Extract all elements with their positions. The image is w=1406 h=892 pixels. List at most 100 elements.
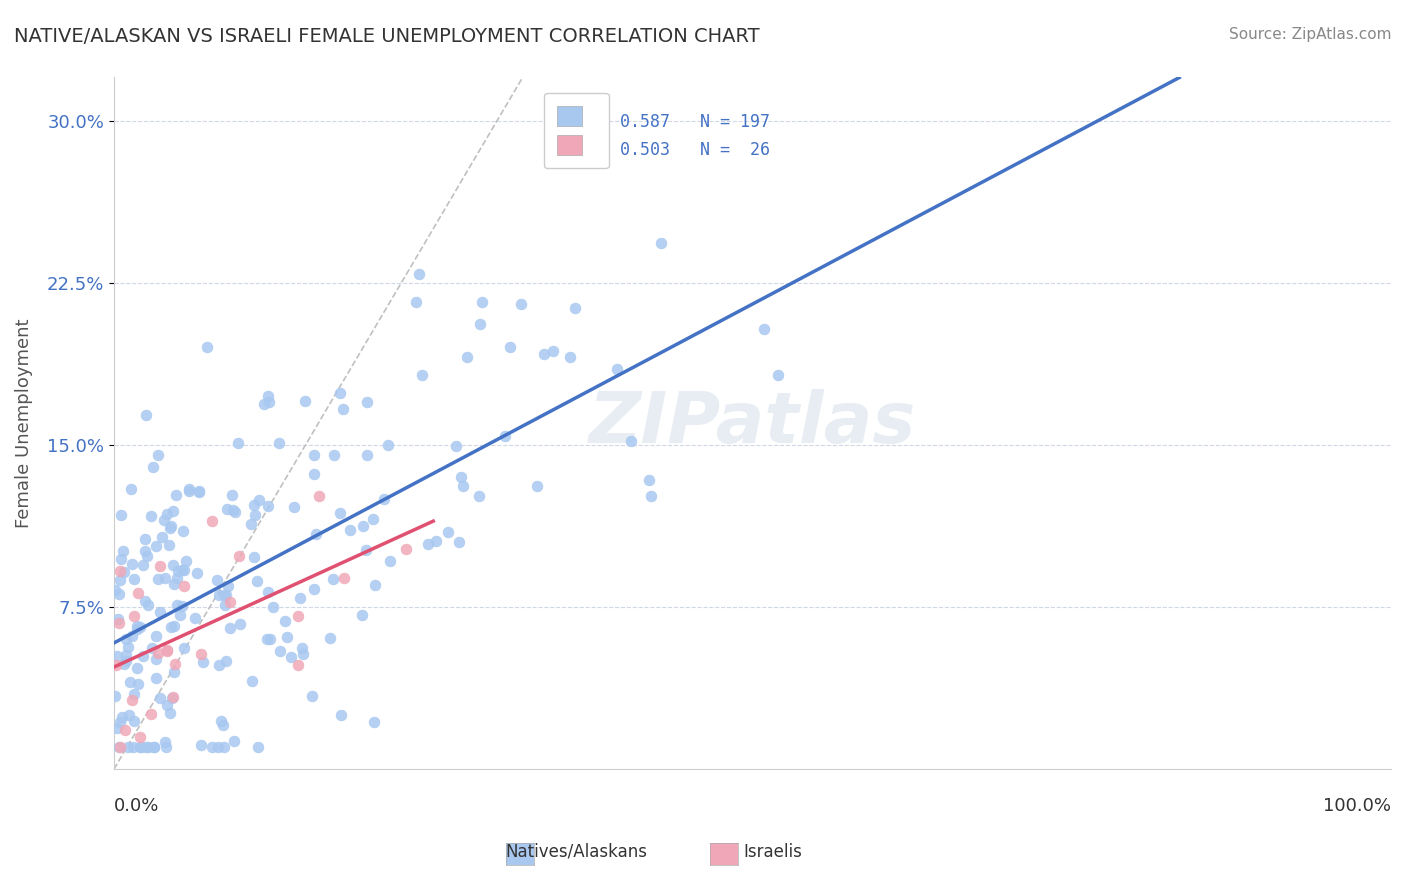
Point	[471, 295, 494, 310]
Point	[259, 632, 281, 647]
Point	[115, 648, 138, 662]
Point	[256, 632, 278, 646]
Point	[108, 715, 131, 730]
Point	[134, 593, 156, 607]
Point	[105, 649, 128, 664]
Point	[766, 368, 789, 382]
Point	[280, 650, 302, 665]
Point	[212, 740, 235, 755]
Point	[135, 408, 157, 422]
Point	[257, 394, 280, 409]
Text: Israelis: Israelis	[744, 843, 803, 861]
Point	[165, 488, 187, 502]
Point	[121, 692, 143, 706]
Point	[353, 519, 375, 533]
Point	[205, 573, 228, 587]
Point	[373, 491, 395, 506]
Point	[291, 641, 314, 656]
Point	[159, 706, 181, 720]
Point	[437, 524, 460, 539]
Point	[533, 347, 555, 361]
Point	[155, 740, 177, 755]
Point	[364, 578, 387, 592]
Point	[117, 740, 139, 755]
Point	[499, 340, 522, 354]
Point	[104, 690, 127, 704]
Point	[108, 740, 131, 755]
Point	[361, 512, 384, 526]
Point	[166, 599, 188, 613]
Point	[131, 648, 153, 663]
Point	[122, 572, 145, 586]
Point	[329, 506, 352, 520]
Point	[160, 519, 183, 533]
Point	[308, 489, 330, 503]
Point	[356, 395, 378, 409]
Point	[108, 740, 131, 755]
Point	[134, 543, 156, 558]
Point	[377, 438, 399, 452]
Point	[256, 585, 278, 599]
Point	[224, 505, 246, 519]
Point	[173, 579, 195, 593]
Point	[110, 508, 132, 522]
Point	[132, 558, 155, 572]
Point	[149, 558, 172, 573]
Point	[169, 608, 191, 623]
Point	[127, 677, 149, 691]
Point	[247, 740, 270, 755]
Point	[149, 605, 172, 619]
Point	[129, 740, 152, 755]
Point	[162, 558, 184, 573]
Point	[451, 479, 474, 493]
Point	[110, 573, 132, 587]
Point	[288, 591, 311, 605]
Point	[139, 509, 162, 524]
Point	[214, 598, 236, 612]
Point	[117, 640, 139, 655]
Point	[201, 740, 224, 755]
Point	[134, 532, 156, 546]
Point	[228, 549, 250, 563]
Point	[509, 297, 531, 311]
Point	[155, 571, 177, 585]
Point	[163, 657, 186, 671]
Point	[186, 566, 208, 580]
Point	[159, 521, 181, 535]
Point	[156, 643, 179, 657]
Point	[449, 534, 471, 549]
Text: ZIPatlas: ZIPatlas	[589, 389, 917, 458]
Point	[208, 657, 231, 672]
Point	[118, 675, 141, 690]
Point	[322, 448, 344, 462]
Point	[163, 665, 186, 679]
Point	[163, 577, 186, 591]
Point	[146, 448, 169, 462]
Point	[418, 537, 440, 551]
Point	[339, 523, 361, 537]
Point	[243, 508, 266, 523]
Point	[332, 571, 354, 585]
Point	[395, 542, 418, 557]
Point	[122, 714, 145, 729]
Point	[104, 583, 127, 598]
Point	[167, 564, 190, 578]
Point	[142, 740, 165, 755]
Point	[468, 317, 491, 331]
Point	[145, 652, 167, 666]
Point	[283, 500, 305, 515]
Point	[456, 350, 478, 364]
Point	[558, 350, 581, 364]
Point	[468, 490, 491, 504]
Point	[411, 368, 433, 382]
Point	[114, 632, 136, 646]
Point	[174, 554, 197, 568]
Point	[541, 344, 564, 359]
Point	[145, 539, 167, 553]
Point	[564, 301, 586, 315]
Text: NATIVE/ALASKAN VS ISRAELI FEMALE UNEMPLOYMENT CORRELATION CHART: NATIVE/ALASKAN VS ISRAELI FEMALE UNEMPLO…	[14, 27, 759, 45]
Point	[129, 731, 152, 745]
Y-axis label: Female Unemployment: Female Unemployment	[15, 318, 32, 528]
Point	[149, 690, 172, 705]
Point	[122, 687, 145, 701]
